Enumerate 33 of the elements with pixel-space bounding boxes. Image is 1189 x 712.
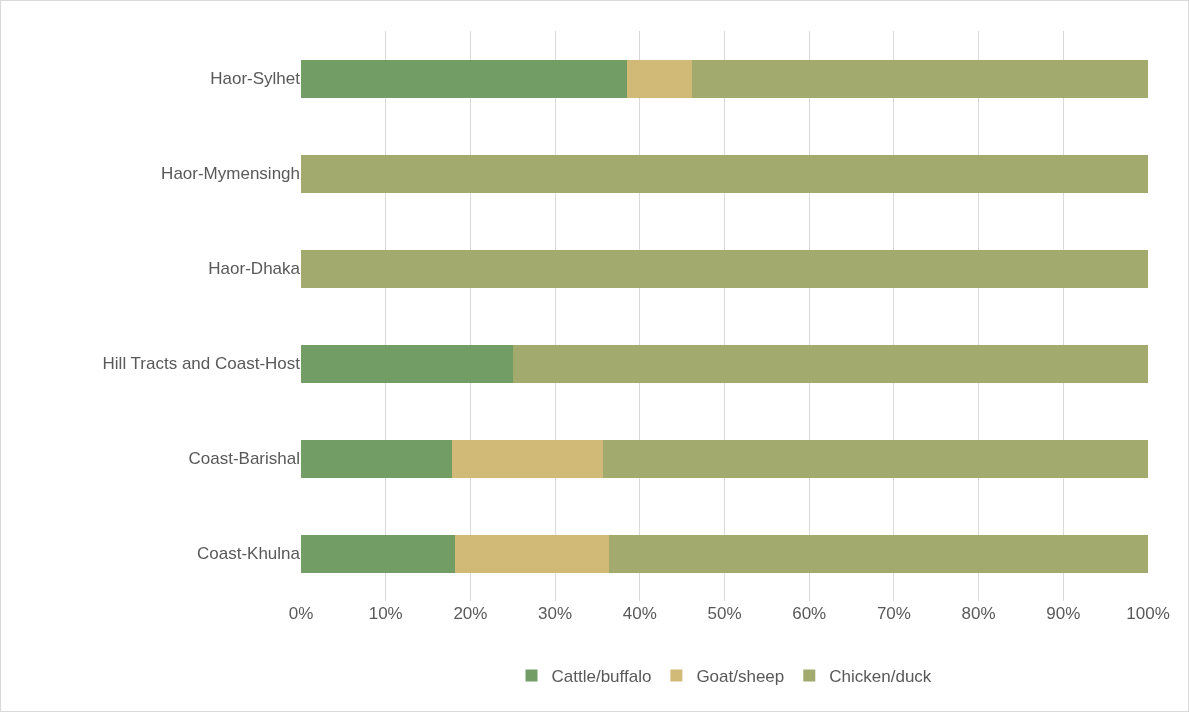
bar bbox=[455, 534, 610, 573]
legend-label: Goat/sheep bbox=[696, 667, 785, 687]
x-tick-label: 10% bbox=[368, 604, 403, 623]
x-tick-label: 90% bbox=[1046, 604, 1081, 623]
bar bbox=[301, 59, 628, 98]
bar bbox=[512, 344, 1148, 383]
bar bbox=[627, 59, 693, 98]
bar bbox=[692, 59, 1148, 98]
bar bbox=[451, 439, 603, 478]
y-tick-label: Haor-Mymensingh bbox=[161, 164, 300, 184]
x-tick-label: 30% bbox=[538, 604, 573, 623]
bar bbox=[301, 344, 513, 383]
y-tick-label: Haor-Dhaka bbox=[208, 259, 301, 279]
x-tick-label: 70% bbox=[876, 604, 911, 623]
x-tick-label: 0% bbox=[288, 604, 314, 623]
legend-label: Cattle/buffalo bbox=[551, 667, 652, 687]
bar bbox=[301, 154, 1148, 193]
x-tick-label: 100% bbox=[1126, 604, 1170, 623]
legend-label: Chicken/duck bbox=[829, 667, 932, 687]
y-tick-label: Hill Tracts and Coast-Host bbox=[102, 354, 301, 374]
bar bbox=[301, 249, 1148, 288]
bar bbox=[301, 534, 456, 573]
y-tick-label: Coast-Khulna bbox=[196, 544, 301, 564]
x-tick-label: 40% bbox=[622, 604, 657, 623]
bar bbox=[609, 534, 1148, 573]
x-tick-label: 60% bbox=[792, 604, 827, 623]
y-tick-label: Haor-Sylhet bbox=[210, 69, 301, 89]
x-tick-label: 20% bbox=[453, 604, 488, 623]
bar bbox=[301, 439, 452, 478]
bar bbox=[602, 439, 1148, 478]
x-tick-label: 50% bbox=[707, 604, 742, 623]
y-tick-label: Coast-Barishal bbox=[188, 449, 300, 469]
x-tick-label: 80% bbox=[961, 604, 996, 623]
